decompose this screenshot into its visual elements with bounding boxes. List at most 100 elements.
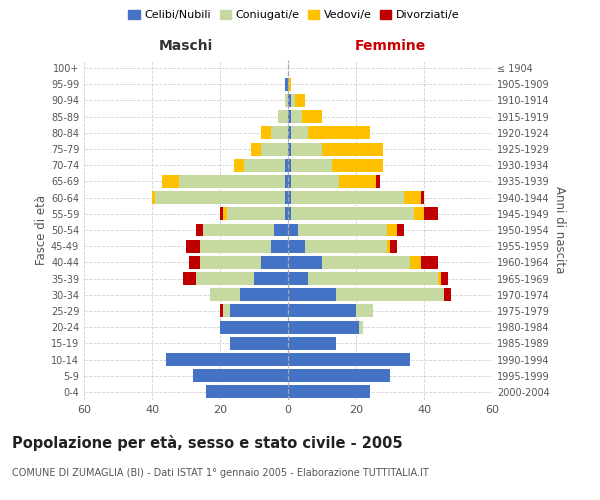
- Bar: [437, 272, 441, 285]
- Bar: [162, 175, 179, 188]
- Bar: [441, 272, 448, 285]
- Bar: [376, 175, 380, 188]
- Bar: [271, 240, 288, 252]
- Bar: [261, 126, 271, 140]
- Bar: [244, 159, 284, 172]
- Bar: [284, 191, 288, 204]
- Bar: [288, 353, 410, 366]
- Bar: [292, 208, 414, 220]
- Bar: [410, 256, 421, 269]
- Bar: [288, 337, 335, 350]
- Bar: [284, 175, 288, 188]
- Bar: [220, 304, 223, 318]
- Text: Popolazione per età, sesso e stato civile - 2005: Popolazione per età, sesso e stato civil…: [12, 435, 403, 451]
- Bar: [292, 110, 302, 123]
- Bar: [414, 208, 424, 220]
- Bar: [339, 175, 376, 188]
- Bar: [271, 126, 288, 140]
- Bar: [284, 208, 288, 220]
- Bar: [179, 175, 284, 188]
- Bar: [284, 78, 288, 91]
- Bar: [288, 369, 390, 382]
- Bar: [278, 110, 288, 123]
- Bar: [322, 256, 410, 269]
- Y-axis label: Anni di nascita: Anni di nascita: [553, 186, 566, 274]
- Bar: [288, 288, 335, 301]
- Bar: [288, 159, 292, 172]
- Bar: [210, 288, 241, 301]
- Bar: [288, 320, 359, 334]
- Bar: [288, 272, 308, 285]
- Bar: [397, 224, 404, 236]
- Bar: [288, 94, 292, 107]
- Bar: [200, 240, 271, 252]
- Bar: [274, 224, 288, 236]
- Bar: [356, 304, 373, 318]
- Bar: [386, 224, 397, 236]
- Bar: [292, 175, 339, 188]
- Bar: [421, 256, 437, 269]
- Bar: [284, 94, 288, 107]
- Bar: [288, 208, 292, 220]
- Bar: [230, 304, 288, 318]
- Bar: [241, 288, 288, 301]
- Y-axis label: Fasce di età: Fasce di età: [35, 195, 48, 265]
- Bar: [284, 159, 288, 172]
- Bar: [223, 208, 227, 220]
- Bar: [196, 272, 254, 285]
- Bar: [155, 191, 284, 204]
- Bar: [166, 353, 288, 366]
- Bar: [186, 240, 200, 252]
- Bar: [200, 256, 261, 269]
- Bar: [288, 256, 322, 269]
- Bar: [220, 320, 288, 334]
- Text: COMUNE DI ZUMAGLIA (BI) - Dati ISTAT 1° gennaio 2005 - Elaborazione TUTTITALIA.I: COMUNE DI ZUMAGLIA (BI) - Dati ISTAT 1° …: [12, 468, 429, 477]
- Bar: [288, 191, 292, 204]
- Bar: [288, 110, 292, 123]
- Bar: [288, 142, 292, 156]
- Bar: [288, 386, 370, 398]
- Bar: [390, 240, 397, 252]
- Bar: [292, 191, 404, 204]
- Bar: [206, 386, 288, 398]
- Bar: [288, 240, 305, 252]
- Bar: [295, 94, 305, 107]
- Bar: [335, 288, 445, 301]
- Bar: [292, 94, 295, 107]
- Bar: [233, 159, 244, 172]
- Bar: [404, 191, 421, 204]
- Bar: [386, 240, 390, 252]
- Bar: [203, 224, 274, 236]
- Bar: [332, 159, 383, 172]
- Bar: [288, 175, 292, 188]
- Bar: [230, 337, 288, 350]
- Bar: [288, 126, 292, 140]
- Bar: [359, 320, 363, 334]
- Bar: [254, 272, 288, 285]
- Bar: [190, 256, 200, 269]
- Bar: [322, 142, 383, 156]
- Bar: [251, 142, 261, 156]
- Bar: [445, 288, 451, 301]
- Text: Maschi: Maschi: [159, 39, 213, 53]
- Bar: [220, 208, 223, 220]
- Bar: [308, 126, 370, 140]
- Bar: [308, 272, 437, 285]
- Bar: [261, 256, 288, 269]
- Bar: [193, 369, 288, 382]
- Bar: [223, 304, 230, 318]
- Bar: [152, 191, 155, 204]
- Legend: Celibi/Nubili, Coniugati/e, Vedovi/e, Divorziati/e: Celibi/Nubili, Coniugati/e, Vedovi/e, Di…: [124, 6, 464, 25]
- Bar: [292, 142, 322, 156]
- Bar: [261, 142, 288, 156]
- Bar: [305, 240, 386, 252]
- Bar: [182, 272, 196, 285]
- Bar: [196, 224, 203, 236]
- Bar: [424, 208, 437, 220]
- Bar: [421, 191, 424, 204]
- Bar: [292, 126, 308, 140]
- Bar: [288, 224, 298, 236]
- Bar: [288, 304, 356, 318]
- Bar: [227, 208, 284, 220]
- Bar: [302, 110, 322, 123]
